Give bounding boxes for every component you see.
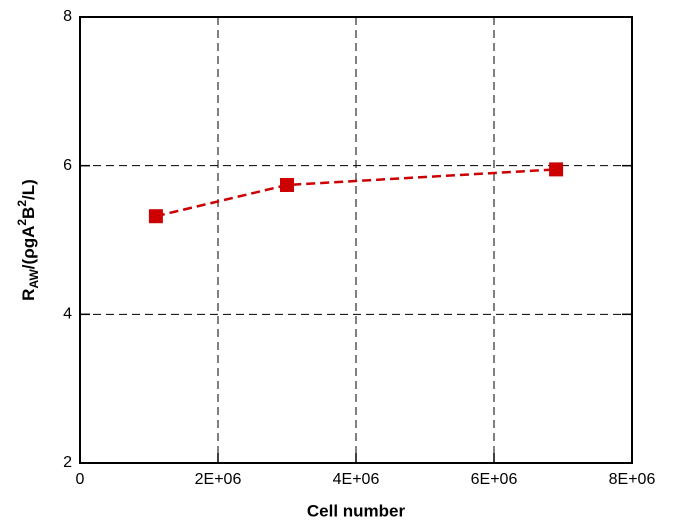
y-title-part: B: [19, 207, 38, 219]
y-tick-label: 2: [63, 454, 72, 471]
x-axis-title: Cell number: [307, 501, 406, 520]
x-tick-label: 4E+06: [333, 471, 380, 488]
y-title-sup: 2: [15, 219, 29, 226]
x-tick-label: 2E+06: [195, 471, 242, 488]
y-tick-label: 8: [63, 8, 72, 25]
y-axis-title: RAW/(ρgA2B2/L): [15, 179, 41, 301]
y-tick-label: 6: [63, 157, 72, 174]
marker: [549, 162, 564, 177]
x-tick-label: 6E+06: [471, 471, 518, 488]
y-title-part: R: [19, 289, 38, 301]
marker: [148, 209, 163, 224]
x-tick-label: 8E+06: [609, 471, 656, 488]
marker: [280, 177, 294, 192]
y-title-sub: AW: [27, 269, 41, 289]
x-tick-label: 0: [76, 471, 85, 488]
y-title-part: /L): [19, 179, 38, 200]
y-title-part: /(ρgA: [19, 226, 38, 270]
y-title-sup: 2: [15, 200, 29, 207]
y-tick-label: 4: [63, 306, 72, 323]
plot-frame: [79, 16, 633, 464]
